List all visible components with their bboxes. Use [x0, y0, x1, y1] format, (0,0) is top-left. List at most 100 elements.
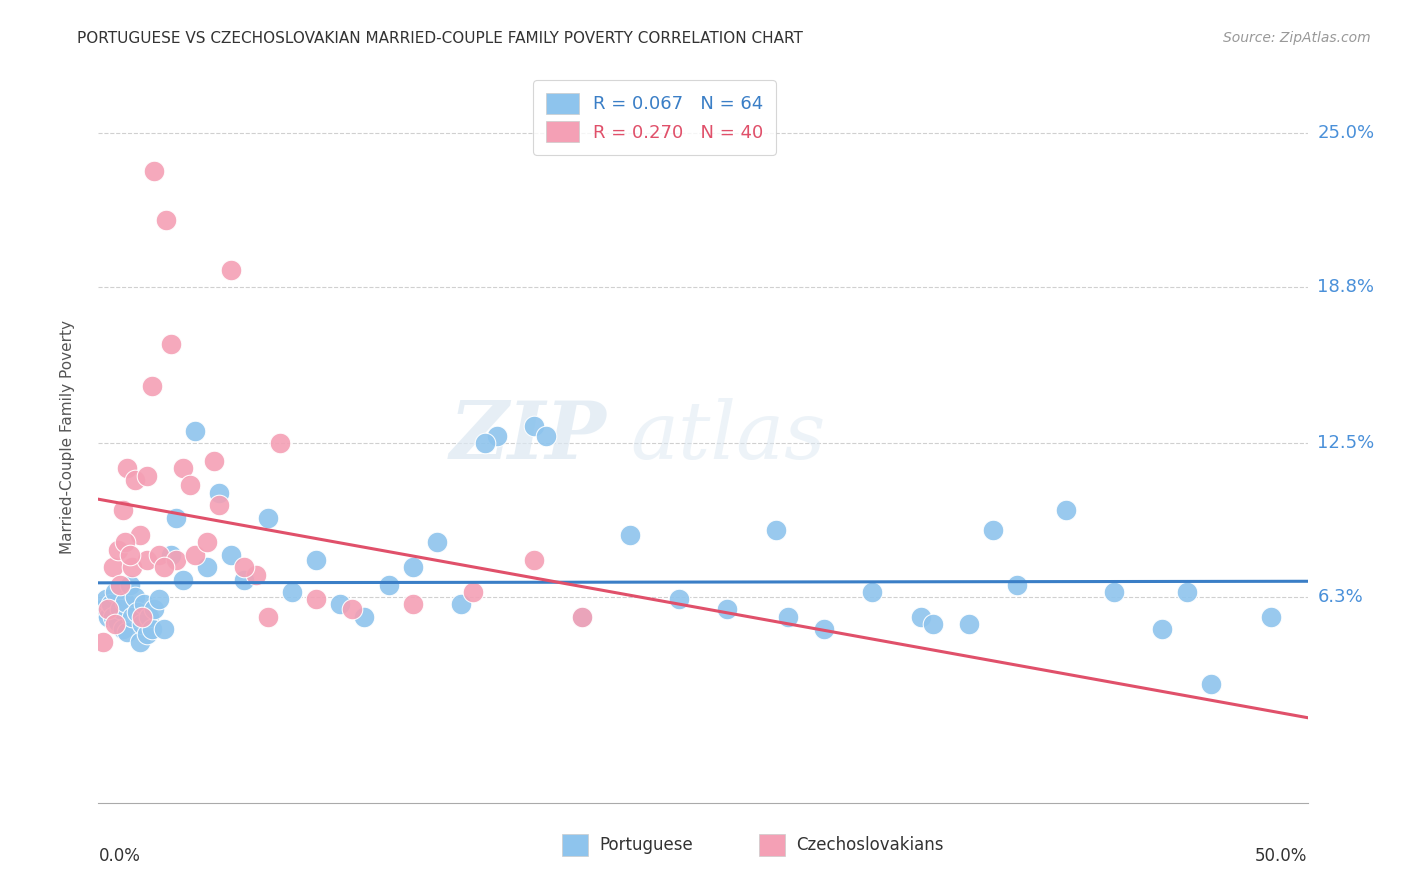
Point: [152, 560, 174, 574]
Text: 25.0%: 25.0%: [1317, 124, 1375, 143]
Point: [204, 453, 226, 467]
Point: [426, 535, 449, 549]
Point: [329, 598, 352, 612]
Point: [450, 598, 472, 612]
Point: [208, 498, 231, 512]
Point: [97, 610, 120, 624]
Point: [269, 436, 291, 450]
Point: [143, 163, 166, 178]
Point: [957, 617, 980, 632]
Point: [138, 610, 160, 624]
Point: [121, 610, 143, 624]
Point: [921, 617, 943, 632]
Point: [245, 567, 267, 582]
Point: [184, 548, 207, 562]
Point: [107, 615, 129, 629]
Point: [523, 418, 546, 433]
Point: [232, 573, 254, 587]
Point: [91, 602, 114, 616]
Point: [668, 592, 690, 607]
Point: [104, 617, 127, 632]
Point: [1007, 577, 1029, 591]
Point: [1175, 585, 1198, 599]
Point: [1199, 677, 1222, 691]
Point: [256, 510, 278, 524]
Point: [101, 610, 124, 624]
Point: [208, 486, 231, 500]
Point: [111, 503, 134, 517]
Point: [131, 617, 153, 632]
Point: [143, 602, 166, 616]
Point: [195, 560, 218, 574]
Point: [148, 548, 170, 562]
Point: [127, 605, 149, 619]
Point: [134, 598, 156, 612]
Point: [155, 213, 177, 227]
Point: [179, 478, 201, 492]
Point: [118, 548, 141, 562]
Point: [160, 337, 183, 351]
Point: [135, 627, 157, 641]
Text: 18.8%: 18.8%: [1317, 278, 1374, 296]
Point: [107, 542, 129, 557]
Text: 6.3%: 6.3%: [1317, 588, 1362, 606]
Point: [486, 429, 509, 443]
Point: [813, 622, 835, 636]
Point: [165, 510, 187, 524]
Point: [305, 553, 328, 567]
Point: [463, 585, 485, 599]
Text: Source: ZipAtlas.com: Source: ZipAtlas.com: [1223, 31, 1371, 45]
Point: [305, 592, 328, 607]
Point: [342, 602, 364, 616]
Point: [221, 548, 243, 562]
Point: [111, 622, 134, 636]
Point: [716, 602, 738, 616]
Point: [117, 461, 139, 475]
Point: [534, 429, 557, 443]
Point: [221, 262, 243, 277]
Point: [353, 610, 375, 624]
Point: [160, 548, 183, 562]
Point: [108, 602, 131, 616]
Point: [474, 436, 496, 450]
Point: [571, 610, 593, 624]
Point: [100, 598, 122, 612]
Point: [571, 610, 593, 624]
Point: [141, 379, 163, 393]
Text: 12.5%: 12.5%: [1317, 434, 1375, 452]
Point: [124, 474, 146, 488]
Point: [402, 560, 425, 574]
Point: [108, 577, 131, 591]
Point: [124, 590, 146, 604]
Point: [523, 553, 546, 567]
Point: [128, 634, 150, 648]
Point: [117, 624, 139, 639]
Point: [776, 610, 799, 624]
Point: [141, 622, 163, 636]
Point: [91, 634, 114, 648]
Point: [377, 577, 399, 591]
Point: [172, 461, 194, 475]
Point: [148, 592, 170, 607]
Text: 0.0%: 0.0%: [98, 847, 141, 864]
Point: [184, 424, 207, 438]
Point: [165, 553, 187, 567]
Text: ZIP: ZIP: [450, 399, 606, 475]
Point: [131, 610, 153, 624]
Point: [118, 577, 141, 591]
Point: [1054, 503, 1077, 517]
Point: [619, 528, 641, 542]
Point: [97, 602, 120, 616]
Point: [114, 535, 136, 549]
Point: [94, 592, 117, 607]
Point: [402, 598, 425, 612]
Point: [121, 560, 143, 574]
Point: [152, 622, 174, 636]
Point: [135, 553, 157, 567]
Point: [1152, 622, 1174, 636]
Point: [256, 610, 278, 624]
Point: [910, 610, 932, 624]
Y-axis label: Married-Couple Family Poverty: Married-Couple Family Poverty: [60, 320, 75, 554]
Point: [232, 560, 254, 574]
Text: 50.0%: 50.0%: [1256, 847, 1308, 864]
